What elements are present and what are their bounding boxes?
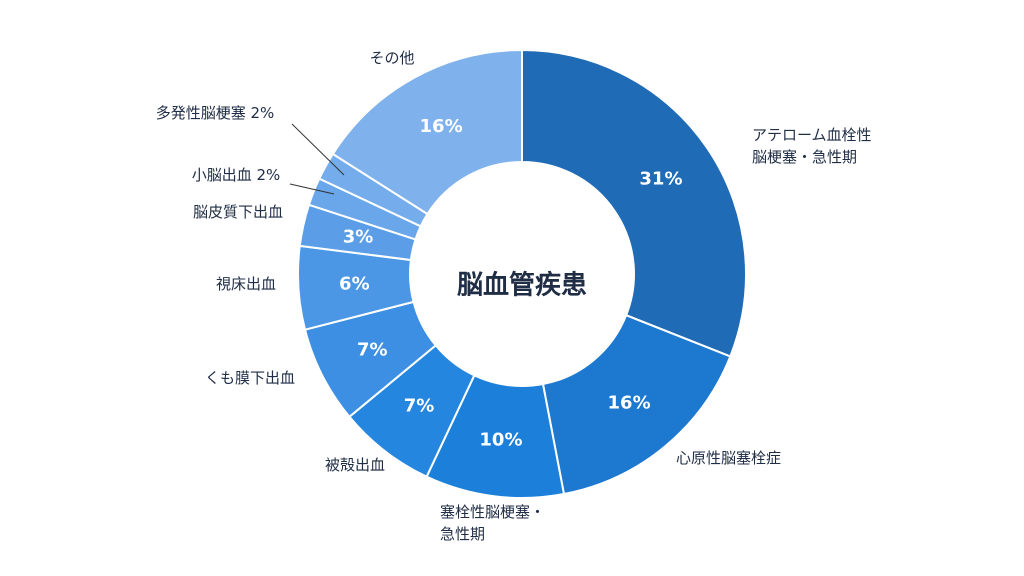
percent-label-9: 16% xyxy=(420,116,463,137)
category-label-5: 視床出血 xyxy=(216,275,276,293)
percent-label-3: 7% xyxy=(404,396,435,417)
leader-line-8 xyxy=(291,123,345,176)
category-label-7: 小脳出血 2% xyxy=(192,166,281,184)
percent-label-1: 16% xyxy=(608,392,651,413)
slice-0 xyxy=(521,48,747,358)
percent-label-5: 6% xyxy=(339,274,370,295)
category-label-0: アテローム血栓性脳梗塞・急性期 xyxy=(752,126,872,166)
percent-label-6: 3% xyxy=(343,226,374,247)
category-label-8: 多発性脳梗塞 2% xyxy=(156,104,275,122)
center-title: 脳血管疾患 xyxy=(456,270,587,301)
percent-label-0: 31% xyxy=(639,169,682,190)
slice-9 xyxy=(331,48,523,216)
category-label-4: くも膜下出血 xyxy=(205,369,295,387)
category-label-9: その他 xyxy=(369,49,414,67)
category-label-2: 塞栓性脳梗塞・急性期 xyxy=(440,503,545,543)
leader-lines xyxy=(289,123,345,195)
category-label-3: 被殻出血 xyxy=(325,456,385,474)
slice-1 xyxy=(541,313,732,496)
donut-slices xyxy=(297,48,747,499)
category-label-1: 心原性脳塞栓症 xyxy=(676,449,781,467)
percent-label-2: 10% xyxy=(479,430,522,451)
percent-labels: 31% 16% 10% 7% 7% 6% 3% 16% xyxy=(339,116,682,451)
category-label-6: 脳皮質下出血 xyxy=(193,203,283,221)
percent-label-4: 7% xyxy=(357,339,388,360)
leader-line-7 xyxy=(289,183,335,195)
